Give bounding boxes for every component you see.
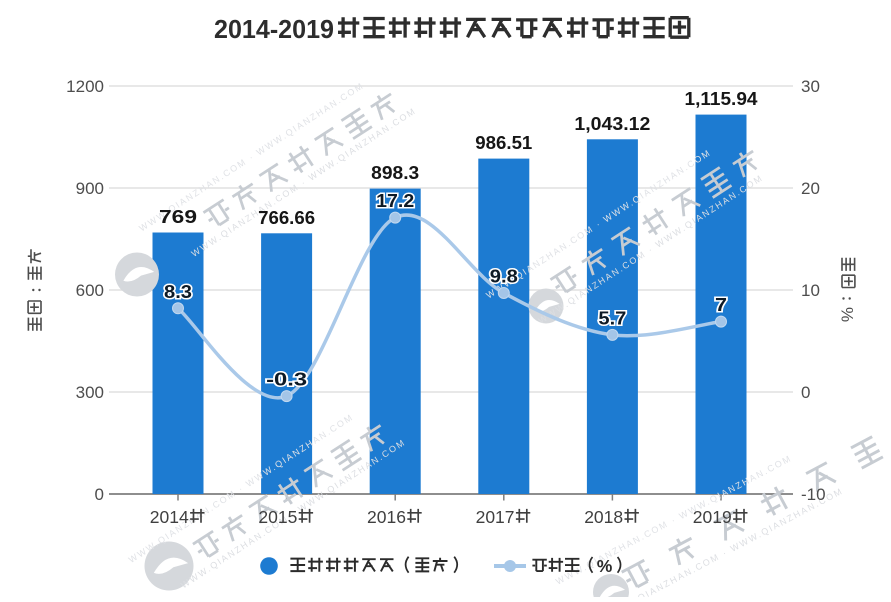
svg-text:986.51: 986.51 [475, 133, 532, 153]
svg-text:898.3: 898.3 [371, 163, 419, 183]
svg-text:8.3: 8.3 [164, 282, 192, 302]
svg-text:17.2: 17.2 [376, 191, 414, 211]
svg-text:1,115.94: 1,115.94 [685, 89, 758, 109]
svg-text:900: 900 [76, 179, 104, 198]
svg-text:5.7: 5.7 [598, 308, 626, 328]
svg-text:2015: 2015 [258, 507, 297, 527]
svg-text:1200: 1200 [66, 77, 104, 96]
svg-text:766.66: 766.66 [258, 208, 315, 228]
svg-text:%: % [597, 556, 613, 576]
svg-text:600: 600 [76, 281, 104, 300]
svg-text:7: 7 [715, 295, 727, 315]
svg-text:2018: 2018 [584, 507, 623, 527]
svg-text:300: 300 [76, 383, 104, 402]
svg-text:1,043.12: 1,043.12 [574, 114, 650, 134]
svg-text:10: 10 [801, 281, 820, 300]
svg-text:2017: 2017 [476, 507, 515, 527]
svg-text:-10: -10 [801, 485, 826, 504]
svg-text:769: 769 [159, 207, 197, 227]
svg-text:2019: 2019 [693, 507, 732, 527]
svg-text:20: 20 [801, 179, 820, 198]
svg-text:2014-2019: 2014-2019 [214, 14, 334, 44]
svg-text:9.8: 9.8 [490, 267, 518, 287]
svg-text:0: 0 [801, 383, 810, 402]
svg-text:-0.3: -0.3 [266, 370, 307, 390]
svg-text:30: 30 [801, 77, 820, 96]
svg-text:2014: 2014 [150, 507, 189, 527]
svg-text:0: 0 [95, 485, 104, 504]
svg-text:%: % [838, 307, 857, 322]
svg-text:2016: 2016 [367, 507, 406, 527]
